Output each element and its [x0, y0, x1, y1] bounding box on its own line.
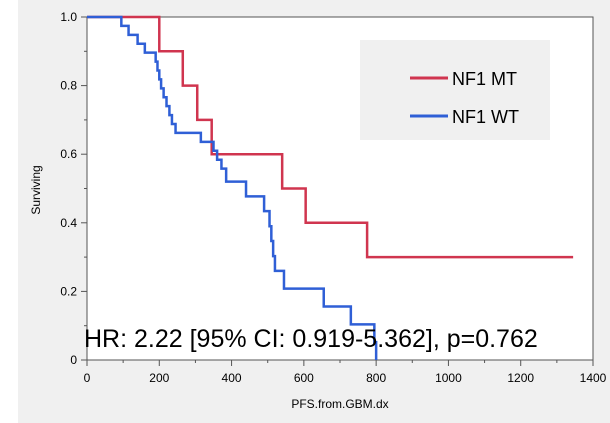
series-line-nf1-wt [87, 15, 378, 360]
legend-label-nf1-mt: NF1 MT [452, 69, 517, 89]
y-tick-label: 0.8 [60, 79, 77, 93]
x-axis-title: PFS.from.GBM.dx [291, 397, 388, 411]
hazard-ratio-annotation: HR: 2.22 [95% CI: 0.919-5.362], p=0.762 [84, 325, 538, 353]
series-layer [87, 15, 574, 360]
y-axis-title: Surviving [29, 165, 43, 214]
y-tick-label: 0 [70, 353, 77, 367]
x-tick-label: 1400 [580, 371, 607, 385]
series-line-nf1-mt [87, 15, 574, 259]
y-tick-label: 1.0 [60, 10, 77, 24]
legend-label-nf1-wt: NF1 WT [452, 107, 519, 127]
x-tick-label: 800 [366, 371, 386, 385]
y-axis: 0 0.2 0.4 0.6 0.8 1.0 [60, 10, 87, 367]
x-tick-label: 400 [222, 371, 242, 385]
y-tick-label: 0.6 [60, 147, 77, 161]
legend-box [360, 40, 550, 140]
x-tick-label: 600 [294, 371, 314, 385]
x-axis: 0 200 400 600 800 1000 1200 1400 [84, 360, 607, 385]
x-tick-label: 1000 [435, 371, 462, 385]
y-tick-label: 0.2 [60, 284, 77, 298]
x-tick-label: 200 [149, 371, 169, 385]
y-tick-label: 0.4 [60, 216, 77, 230]
x-tick-label: 0 [84, 371, 91, 385]
x-tick-label: 1200 [507, 371, 534, 385]
legend: NF1 MT NF1 WT [360, 40, 550, 140]
